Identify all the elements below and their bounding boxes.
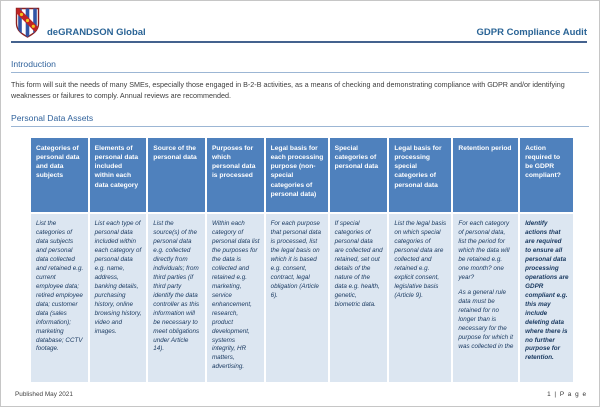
cell-text: List each type of personal data included… [94,220,142,335]
cell-text: List the legal basis on which special ca… [394,220,447,299]
cell-text: For each category of personal data, list… [458,220,510,281]
table-cell-retention: For each category of personal data, list… [453,214,519,383]
column-header-legal-basis-special: Legal basis for processing special categ… [389,138,452,213]
personal-data-assets-heading: Personal Data Assets [11,113,589,128]
table-cell-special-categories: If special categories of personal data a… [329,214,388,383]
column-header-categories: Categories of personal data and data sub… [31,138,88,213]
brand-name: deGRANDSON Global [47,27,146,38]
table-cell-purposes: Within each category of personal data li… [206,214,264,383]
column-header-special-categories: Special categories of personal data [329,138,388,213]
page-footer: Published May 2021 1 | P a g e [15,391,587,398]
column-header-source: Source of the personal data [148,138,205,213]
column-header-elements: Elements of personal data included withi… [89,138,147,213]
cell-text: If special categories of personal data a… [334,220,383,308]
cell-text: Within each category of personal data li… [211,220,260,371]
cell-text: For each purpose that personal data is p… [270,220,321,299]
personal-data-assets-section: Personal Data Assets Categories of perso… [11,113,589,383]
footer-page-number: 1 | P a g e [547,391,587,398]
document-title: GDPR Compliance Audit [476,27,588,38]
column-header-retention: Retention period [453,138,519,213]
table-cell-source: List the source(s) of the personal data … [148,214,205,383]
brand-row: deGRANDSON Global GDPR Compliance Audit [15,6,587,39]
cell-text: Identify actions that are required to en… [525,220,569,362]
table-cell-categories: List the categories of data subjects and… [31,214,88,383]
shield-crest-logo-icon [15,7,40,39]
cell-text: As a general rule data must be retained … [458,288,514,350]
table-cell-legal-basis-special: List the legal basis on which special ca… [389,214,452,383]
introduction-paragraph: This form will suit the needs of many SM… [11,80,565,101]
column-header-legal-basis: Legal basis for each processing purpose … [265,138,328,213]
page-header: deGRANDSON Global GDPR Compliance Audit [1,1,599,43]
table-cell-action-required: Identify actions that are required to en… [520,214,573,383]
table-cell-legal-basis: For each purpose that personal data is p… [265,214,328,383]
introduction-heading: Introduction [11,59,589,73]
column-header-purposes: Purposes for which personal data is proc… [206,138,264,213]
header-divider [11,41,587,43]
footer-published-date: Published May 2021 [15,391,73,398]
personal-data-assets-table: Categories of personal data and data sub… [31,138,573,383]
column-header-action-required: Action required to be GDPR compliant? [520,138,573,213]
cell-text: List the source(s) of the personal data … [153,220,200,353]
introduction-section: Introduction This form will suit the nee… [11,59,589,101]
cell-text: List the categories of data subjects and… [36,220,84,353]
table-cell-elements: List each type of personal data included… [89,214,147,383]
